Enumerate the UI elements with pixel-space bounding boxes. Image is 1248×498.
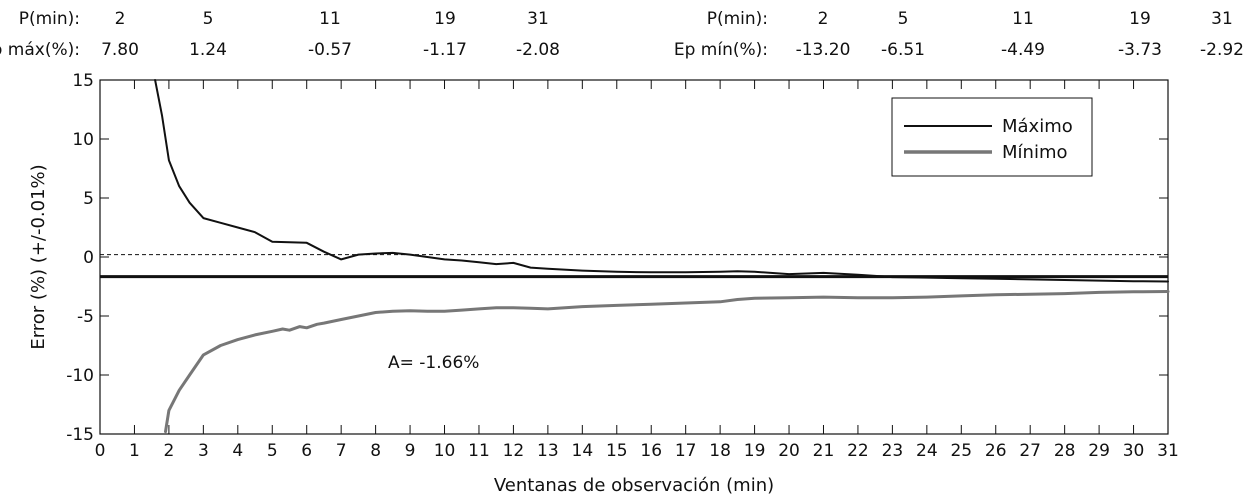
- min-ep-label: Ep mín(%):: [674, 40, 768, 60]
- min-p-value: 19: [1129, 9, 1151, 29]
- y-axis-label: Error (%) (+/-0.01%): [28, 164, 49, 349]
- x-tick-label: 22: [847, 441, 869, 461]
- legend: Máximo Mínimo: [891, 97, 1093, 177]
- x-tick-label: 9: [405, 441, 416, 461]
- legend-label: Mínimo: [1002, 142, 1068, 163]
- max-p-value: 19: [434, 9, 456, 29]
- x-tick-label: 16: [640, 441, 662, 461]
- min-ep-value: -4.49: [1001, 40, 1045, 60]
- min-ep-value: -3.73: [1118, 40, 1162, 60]
- y-tick-label: 5: [83, 189, 94, 209]
- x-tick-label: 14: [572, 441, 594, 461]
- min-ep-value: -2.92: [1200, 40, 1244, 60]
- x-tick-label: 26: [985, 441, 1007, 461]
- max-p-value: 2: [115, 9, 126, 29]
- y-tick-label: -10: [66, 366, 94, 386]
- legend-box: [891, 97, 1093, 177]
- x-tick-label: 28: [1054, 441, 1076, 461]
- x-tick-label: 24: [916, 441, 938, 461]
- x-tick-label: 23: [882, 441, 904, 461]
- x-tick-label: 12: [503, 441, 525, 461]
- max-ep-value: 7.80: [101, 40, 139, 60]
- min-p-value: 31: [1211, 9, 1233, 29]
- max-ep-value: -1.17: [423, 40, 467, 60]
- x-tick-label: 11: [468, 441, 490, 461]
- max-p-label: P(min):: [19, 9, 80, 29]
- x-tick-label: 7: [336, 441, 347, 461]
- x-tick-label: 18: [709, 441, 731, 461]
- max-ep-value: -2.08: [516, 40, 560, 60]
- y-tick-label: 0: [83, 248, 94, 268]
- series-line-minimo: [164, 290, 1170, 434]
- min-p-label: P(min):: [707, 9, 768, 29]
- x-tick-label: 17: [675, 441, 697, 461]
- x-tick-label: 21: [813, 441, 835, 461]
- min-p-value: 5: [898, 9, 909, 29]
- x-tick-label: 29: [1088, 441, 1110, 461]
- x-tick-label: 27: [1019, 441, 1041, 461]
- x-tick-label: 3: [198, 441, 209, 461]
- min-p-value: 2: [818, 9, 829, 29]
- series-line-maximo: [154, 79, 1169, 283]
- ticks: 0 1 2 3 4 5 6 7 8 9 10 11 12 13 14 15 16 17 18 19 20 21 22 23 24…: [66, 71, 1179, 461]
- y-tick-label: -15: [66, 425, 94, 445]
- min-p-value: 11: [1012, 9, 1034, 29]
- x-tick-label: 8: [370, 441, 381, 461]
- max-ep-label: Ep máx(%):: [0, 40, 80, 60]
- header-stats: P(min): Ep máx(%): 2 7.80 5 1.24 11 -0.57 19 -1.1…: [0, 9, 1244, 60]
- max-p-value: 11: [319, 9, 341, 29]
- reference-lines: [100, 254, 1168, 279]
- min-ep-value: -6.51: [881, 40, 925, 60]
- legend-label: Máximo: [1002, 116, 1073, 137]
- x-tick-label: 6: [301, 441, 312, 461]
- x-tick-label: 13: [537, 441, 559, 461]
- series-lines: [154, 79, 1170, 434]
- x-tick-label: 20: [778, 441, 800, 461]
- x-axis-label: Ventanas de observación (min): [494, 475, 774, 496]
- max-p-value: 31: [527, 9, 549, 29]
- x-tick-label: 30: [1123, 441, 1145, 461]
- x-tick-label: 15: [606, 441, 628, 461]
- x-tick-label: 31: [1157, 441, 1179, 461]
- max-ep-value: 1.24: [189, 40, 227, 60]
- x-tick-label: 1: [129, 441, 140, 461]
- y-tick-label: 15: [72, 71, 94, 91]
- annotation: A= -1.66%: [388, 353, 479, 373]
- y-tick-label: -5: [77, 307, 94, 327]
- y-tick-label: 10: [72, 130, 94, 150]
- max-ep-value: -0.57: [308, 40, 352, 60]
- x-tick-label: 5: [267, 441, 278, 461]
- x-tick-label: 0: [95, 441, 106, 461]
- x-tick-label: 2: [163, 441, 174, 461]
- x-tick-label: 25: [950, 441, 972, 461]
- x-tick-label: 10: [434, 441, 456, 461]
- x-tick-label: 4: [232, 441, 243, 461]
- max-p-value: 5: [203, 9, 214, 29]
- min-ep-value: -13.20: [796, 40, 851, 60]
- x-tick-label: 19: [744, 441, 766, 461]
